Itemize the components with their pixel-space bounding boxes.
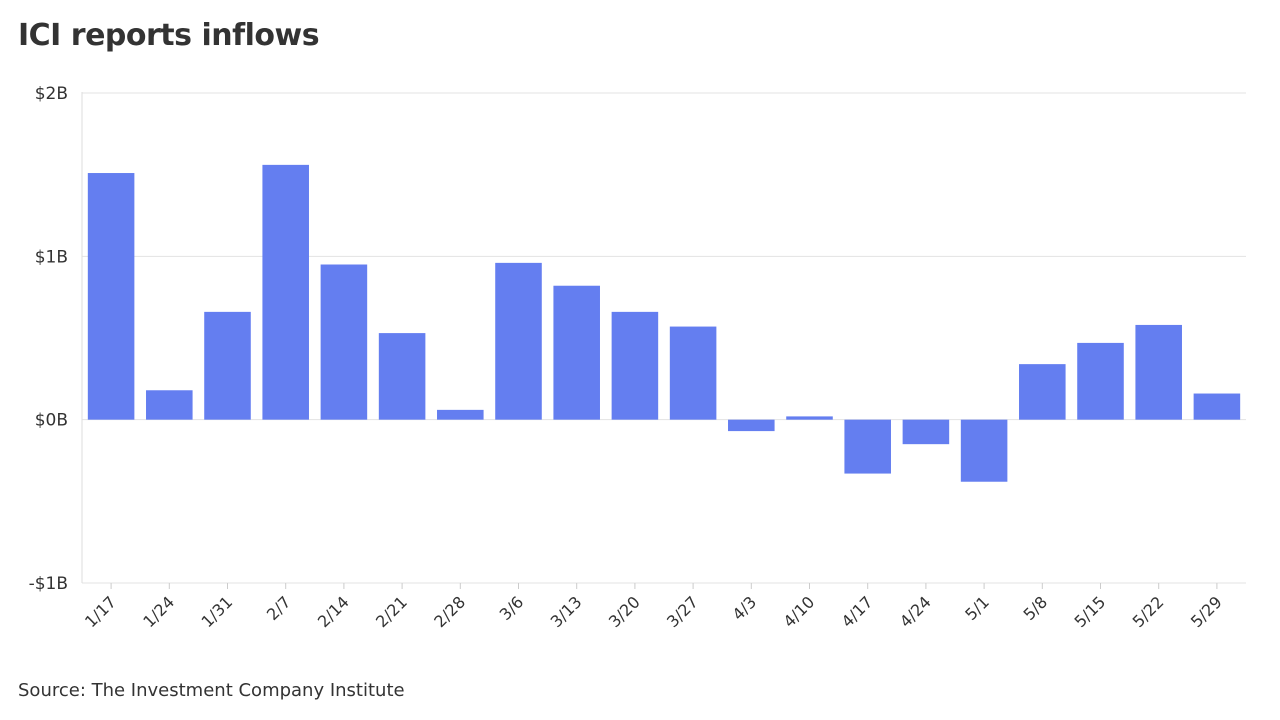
x-tick-label: 5/15	[1070, 592, 1109, 631]
x-tick-label: 5/8	[1019, 592, 1051, 624]
bar	[669, 326, 717, 420]
x-tick-label: 1/31	[197, 592, 236, 631]
bar	[844, 419, 891, 474]
bars	[87, 164, 1241, 482]
bar	[87, 173, 135, 420]
source-note: Source: The Investment Company Institute	[18, 680, 405, 701]
bar	[1019, 364, 1066, 420]
x-tick-label: 2/21	[372, 592, 411, 631]
x-tick-label: 1/24	[139, 592, 178, 631]
y-tick-label: $0B	[35, 411, 68, 431]
x-tick-label: 2/28	[430, 592, 469, 631]
bar	[204, 311, 251, 420]
bar	[1193, 393, 1241, 420]
bar	[378, 333, 426, 420]
y-tick-label: $2B	[35, 84, 68, 104]
x-tick-label: 4/24	[896, 592, 935, 631]
bar	[728, 419, 775, 432]
bar	[146, 390, 193, 420]
bar	[786, 416, 833, 420]
bar	[262, 164, 309, 420]
y-tick-label: -$1B	[29, 574, 68, 594]
x-tick-label: 4/3	[728, 592, 760, 624]
x-tick-label: 5/1	[961, 592, 993, 624]
bar	[960, 419, 1008, 482]
x-tick-label: 1/17	[81, 592, 120, 631]
y-axis-ticks: $2B $1B $0B -$1B	[29, 84, 68, 594]
x-tick-label: 3/20	[605, 592, 644, 631]
x-tick-label: 3/6	[496, 592, 528, 624]
bar	[320, 264, 368, 420]
bar	[611, 311, 659, 420]
x-tick-label: 5/29	[1187, 592, 1226, 631]
bar	[902, 419, 950, 445]
bar	[437, 409, 484, 420]
x-tick-label: 4/10	[779, 592, 818, 631]
x-tick-label: 5/22	[1129, 592, 1168, 631]
bar	[1077, 342, 1124, 420]
x-tick-label: 2/7	[263, 592, 295, 624]
x-tick-label: 4/17	[838, 592, 877, 631]
gridlines	[82, 92, 1246, 584]
x-tick-label: 3/13	[547, 592, 586, 631]
x-axis-ticks: 1/17 1/24 1/31 2/7 2/14 2/21 2/28 3/6 3/13 3/20 3/…	[81, 583, 1226, 631]
chart-title: ICI reports inflows	[18, 18, 320, 53]
bar	[495, 262, 542, 420]
y-tick-label: $1B	[35, 247, 68, 267]
bar	[1135, 324, 1182, 420]
x-tick-label: 2/14	[314, 592, 353, 631]
bar	[553, 285, 600, 420]
x-tick-label: 3/27	[663, 592, 702, 631]
